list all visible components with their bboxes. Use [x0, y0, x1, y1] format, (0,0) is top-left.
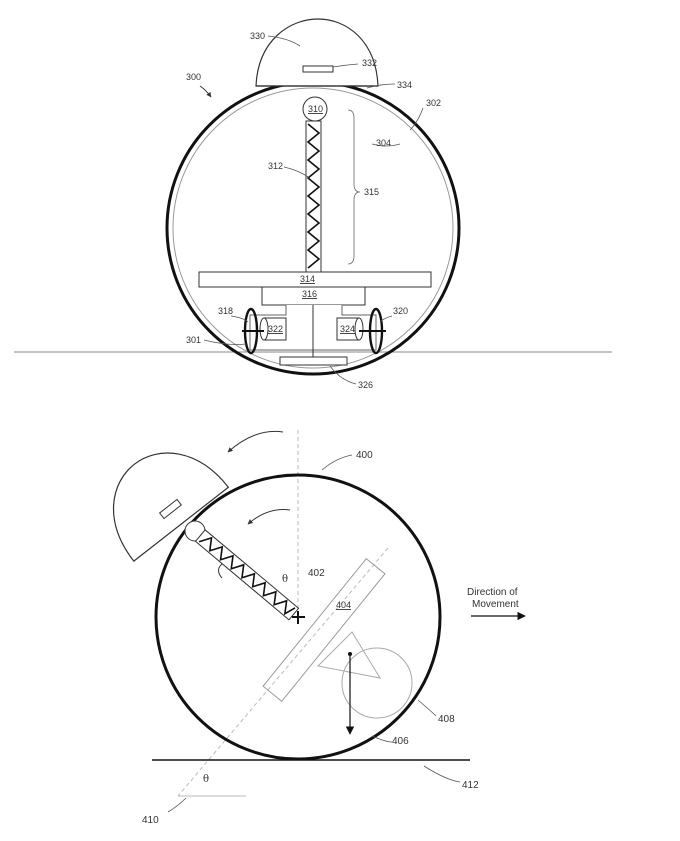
figure-400: 400 θ 402 404 Direction of Movement 408 … [112, 430, 526, 826]
ref-320: 320 [393, 306, 408, 316]
motor-324 [336, 317, 364, 341]
spring-312 [306, 123, 321, 269]
leader-lines-bottom [167, 454, 461, 813]
inner-shell-304 [172, 87, 454, 369]
theta-top: θ [282, 574, 288, 585]
ref-314: 314 [300, 274, 315, 284]
ref-412: 412 [462, 780, 479, 791]
ref-312: 312 [268, 161, 283, 171]
platform-404-tilted [262, 558, 386, 702]
head-magnet-332 [302, 65, 334, 73]
direction-label-line2: Movement [472, 599, 519, 610]
head-dome-330 [255, 18, 379, 87]
ref-316: 316 [302, 289, 317, 299]
ref-300: 300 [186, 72, 201, 82]
ref-410: 410 [142, 815, 159, 826]
arrow-300 [199, 85, 212, 98]
ref-404: 404 [336, 600, 351, 610]
ref-304: 304 [376, 138, 391, 148]
ref-334: 334 [397, 80, 412, 90]
ref-406: 406 [392, 736, 409, 747]
spring-mast-tilted [194, 529, 300, 621]
rotation-arrow-inner [247, 509, 291, 525]
figure-300: 330 332 334 300 302 310 304 312 315 314 … [14, 18, 612, 390]
outer-shell-400 [154, 473, 442, 761]
leader-lines-top [203, 35, 424, 385]
ghost-wheel-408 [341, 647, 413, 719]
mast-swing-arc [218, 563, 223, 579]
ref-332: 332 [362, 58, 377, 68]
ref-315: 315 [364, 187, 379, 197]
brace-315 [347, 109, 361, 265]
direction-label-line1: Direction of [467, 587, 518, 598]
ref-318: 318 [218, 306, 233, 316]
ref-400: 400 [356, 450, 373, 461]
ghost-triangle [316, 631, 382, 679]
bottom-plate-326 [279, 356, 348, 366]
ref-302: 302 [426, 98, 441, 108]
ref-402: 402 [308, 568, 325, 579]
gravity-origin-dot [348, 652, 352, 656]
tilted-axis-dashed [177, 547, 389, 797]
ref-301: 301 [186, 335, 201, 345]
head-dome-tilted [112, 452, 230, 562]
ref-310: 310 [308, 104, 323, 114]
motor-322 [259, 317, 287, 341]
ref-322: 322 [268, 324, 283, 334]
ref-326: 326 [358, 380, 373, 390]
rotation-arrow-outer [227, 430, 284, 453]
ref-408: 408 [438, 714, 455, 725]
ref-330: 330 [250, 31, 265, 41]
ref-324: 324 [340, 324, 355, 334]
theta-bottom: θ [203, 774, 209, 785]
